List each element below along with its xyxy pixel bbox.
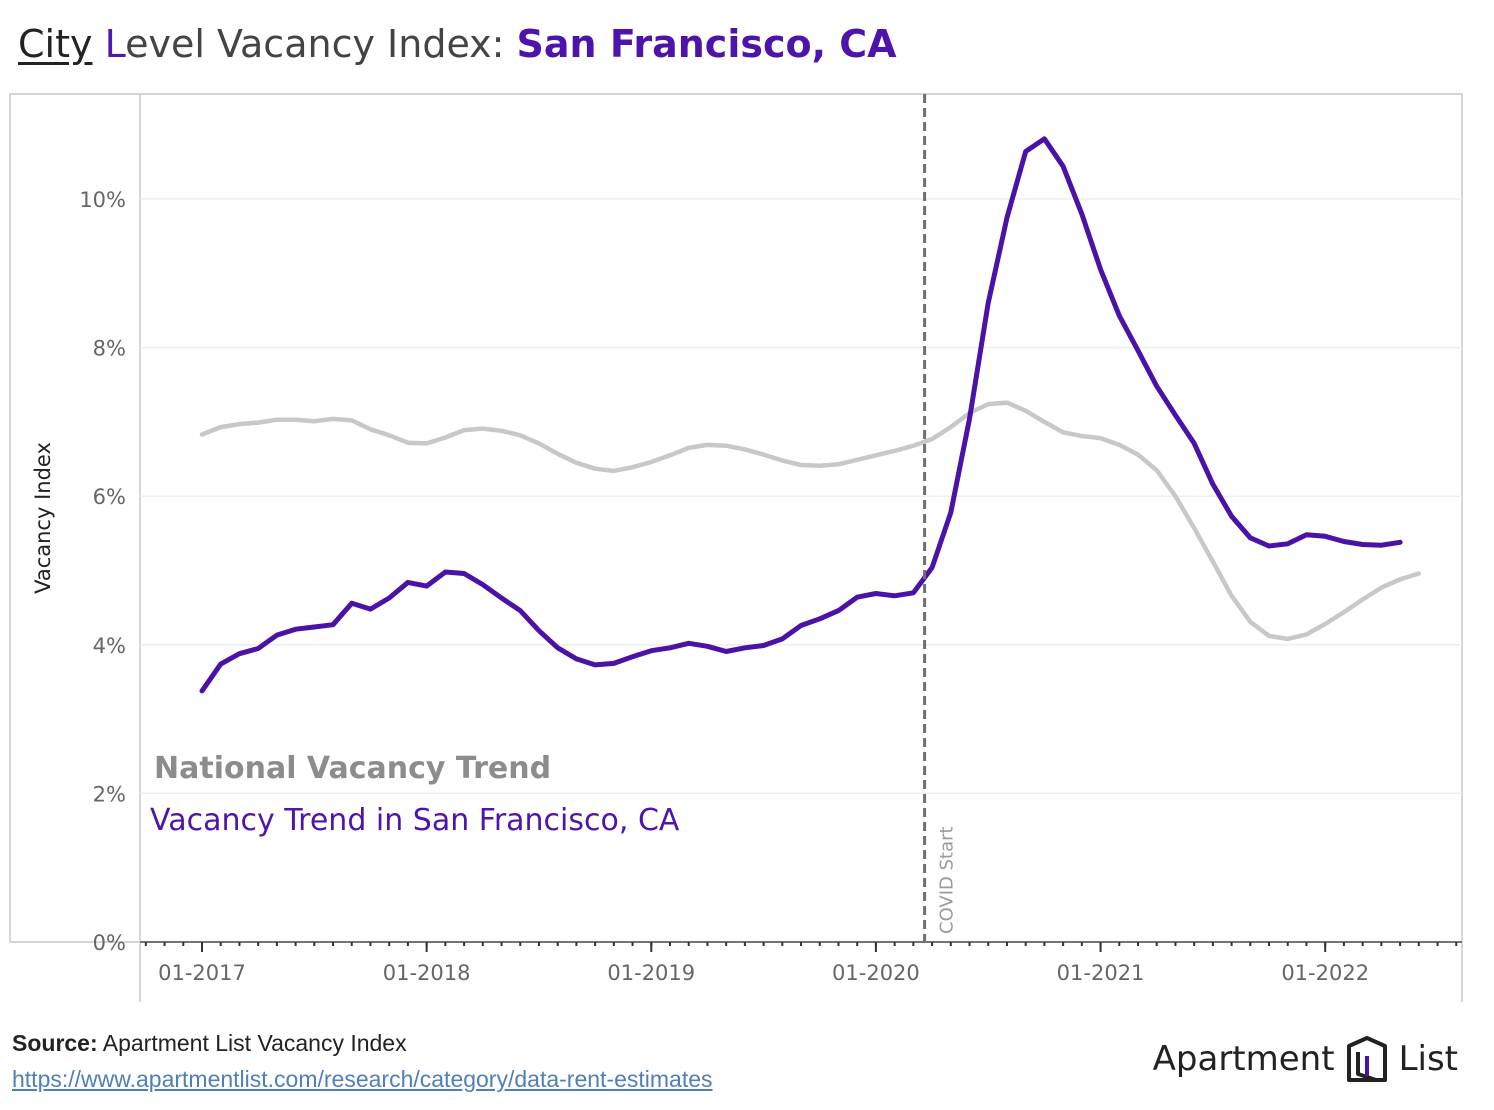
x-axis-ticks: 01-2017 01-2018 01-2019 01-2020 01-2021 01-20…	[140, 941, 1462, 985]
y-tick-label: 6%	[93, 485, 126, 509]
title-place: San Francisco, CA	[516, 22, 897, 66]
y-tick-label: 8%	[93, 337, 126, 361]
title-level-initial: L	[104, 22, 126, 66]
legend-sf: Vacancy Trend in San Francisco, CA	[150, 803, 680, 838]
series-lines	[199, 136, 1422, 694]
y-tick-label: 4%	[93, 634, 126, 658]
title-level-rest: evel Vacancy Index:	[125, 22, 517, 66]
x-tick-label: 01-2022	[1281, 961, 1369, 985]
source-url-link[interactable]: https://www.apartmentlist.com/research/c…	[12, 1066, 713, 1092]
covid-start-label: COVID Start	[937, 826, 958, 934]
x-tick-label: 01-2021	[1057, 961, 1145, 985]
sf-trend-line	[199, 136, 1403, 694]
source-text: Apartment List Vacancy Index	[97, 1030, 407, 1056]
annotations: COVID Start	[923, 94, 958, 942]
national-trend-line	[199, 400, 1422, 642]
logo-word-list: List	[1398, 1039, 1458, 1079]
x-tick-label: 01-2018	[383, 961, 471, 985]
gridlines	[140, 198, 1462, 795]
building-icon	[1346, 1036, 1387, 1082]
source-label: Source:	[12, 1030, 98, 1056]
x-tick-label: 01-2019	[607, 961, 695, 985]
y-tick-label: 2%	[93, 782, 126, 806]
source-line: Source: Apartment List Vacancy Index	[12, 1030, 407, 1057]
apartment-list-logo: Apartment List	[1153, 1034, 1458, 1084]
y-axis-label: Vacancy Index	[31, 442, 55, 594]
y-tick-label: 10%	[79, 188, 126, 212]
x-tick-label: 01-2017	[158, 961, 246, 985]
title-city-word: City	[18, 22, 93, 66]
x-tick-label: 01-2020	[832, 961, 920, 985]
chart-title: City Level Vacancy Index: San Francisco,…	[18, 22, 897, 66]
y-axis-ticks: 0% 2% 4% 6% 8% 10%	[79, 188, 126, 955]
y-tick-label: 0%	[93, 931, 126, 955]
legend-national: National Vacancy Trend	[154, 751, 551, 786]
logo-word-apartment: Apartment	[1152, 1039, 1335, 1079]
